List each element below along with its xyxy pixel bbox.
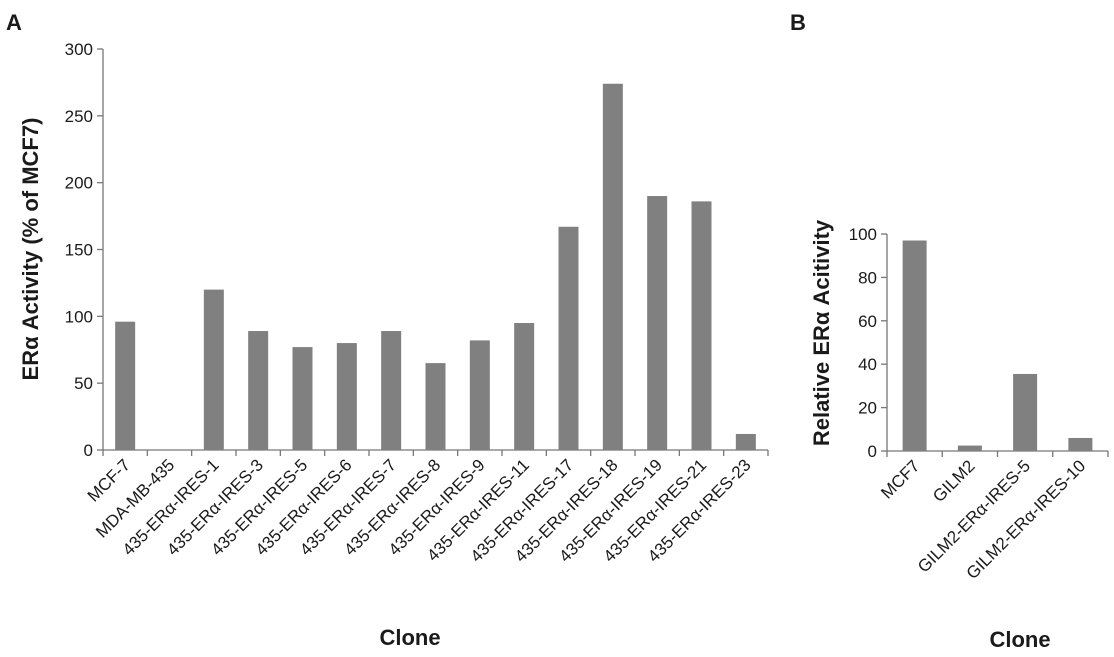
chart-a: 050100150200250300MCF-7MDA-MB-435435-ERα… — [18, 40, 769, 650]
bar — [957, 445, 982, 451]
x-axis-title: Clone — [989, 627, 1050, 652]
y-tick-label: 300 — [65, 40, 93, 59]
bar — [514, 323, 535, 450]
bar — [1013, 373, 1038, 451]
y-tick-label: 150 — [65, 241, 93, 260]
y-axis-title: ERα Activity (% of MCF7) — [18, 118, 43, 381]
bar — [469, 340, 490, 450]
y-tick-label: 0 — [868, 442, 877, 461]
x-category-label: MCF7 — [877, 456, 923, 502]
y-tick-label: 200 — [65, 174, 93, 193]
y-tick-label: 0 — [84, 441, 93, 460]
bar — [602, 83, 623, 451]
y-tick-label: 100 — [65, 307, 93, 326]
y-tick-label: 40 — [858, 355, 877, 374]
y-tick-label: 50 — [74, 374, 93, 393]
bar — [735, 433, 756, 450]
bar — [292, 347, 313, 450]
y-tick-label: 80 — [858, 268, 877, 287]
bar — [425, 363, 446, 450]
y-tick-label: 20 — [858, 399, 877, 418]
panel-b-letter: B — [790, 10, 806, 35]
bar — [115, 321, 136, 450]
bar — [558, 226, 579, 450]
panel-a-letter: A — [6, 10, 22, 35]
bar — [248, 331, 269, 450]
y-tick-label: 250 — [65, 107, 93, 126]
bar — [647, 196, 668, 450]
y-axis-title: Relative ERα Acitivity — [809, 219, 834, 446]
x-axis-title: Clone — [379, 625, 440, 650]
bar — [691, 201, 712, 450]
y-tick-label: 100 — [849, 225, 877, 244]
bar — [203, 289, 224, 450]
x-category-label: GILM2 — [929, 456, 979, 506]
bar — [336, 343, 357, 450]
bar — [902, 240, 927, 451]
bar — [381, 331, 402, 450]
y-tick-label: 60 — [858, 312, 877, 331]
bar — [1068, 437, 1093, 451]
